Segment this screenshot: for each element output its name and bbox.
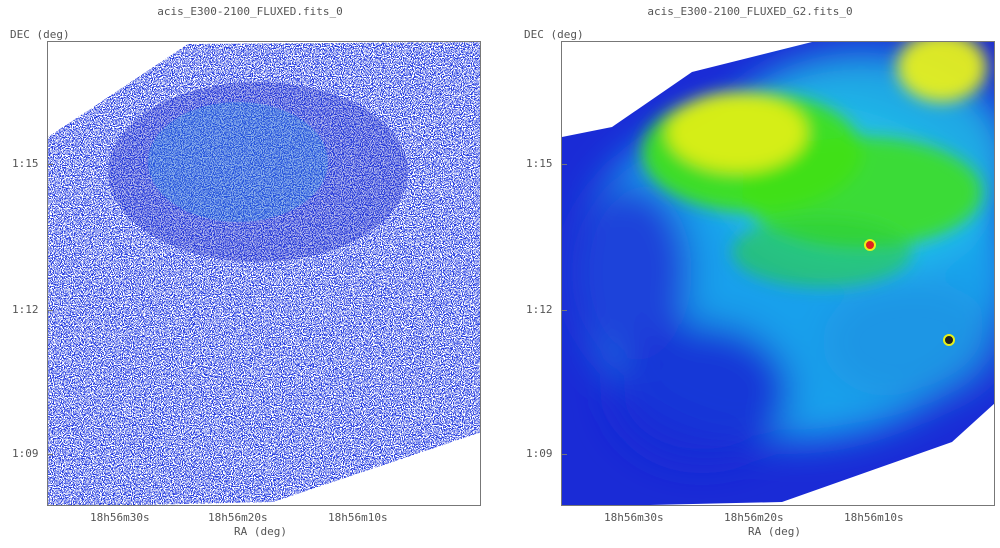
left-xtick-label: 18h56m30s: [90, 511, 150, 524]
left-ytick-label: 1:15: [12, 157, 39, 170]
left-ytick-mark-3: [47, 454, 53, 455]
left-image-panel: acis_E300-2100_FLUXED.fits_0 DEC (deg): [10, 5, 481, 538]
left-ytick-label: 1:12: [12, 303, 39, 316]
right-image-panel: acis_E300-2100_FLUXED_G2.fits_0 DEC (deg…: [500, 0, 1000, 548]
left-raw-counts-image: [48, 42, 480, 505]
right-ytick-label: 1:12: [526, 303, 553, 316]
right-x-axis-label: RA (deg): [748, 525, 801, 538]
left-ytick-mark-2: [47, 310, 53, 311]
left-x-axis-label: RA (deg): [234, 525, 287, 538]
left-ytick-label: 1:09: [12, 447, 39, 460]
right-xtick-label: 18h56m10s: [844, 511, 904, 524]
right-ytick-label: 1:15: [526, 157, 553, 170]
point-source-marker: [864, 239, 876, 251]
point-source-marker: [943, 334, 955, 346]
left-xtick-label: 18h56m20s: [208, 511, 268, 524]
right-smoothed-image: [562, 42, 994, 505]
right-y-axis-label: DEC (deg): [524, 28, 584, 41]
right-panel-title: acis_E300-2100_FLUXED_G2.fits_0: [647, 5, 853, 18]
right-ytick-mark-3: [561, 454, 567, 455]
right-ytick-label: 1:09: [526, 447, 553, 460]
right-xtick-label: 18h56m20s: [724, 511, 784, 524]
left-panel-title: acis_E300-2100_FLUXED.fits_0: [157, 5, 343, 18]
right-ytick-mark-1: [561, 164, 567, 165]
right-xtick-label: 18h56m30s: [604, 511, 664, 524]
left-image-frame[interactable]: [47, 41, 481, 506]
left-y-axis-label: DEC (deg): [10, 28, 70, 41]
right-ytick-mark-2: [561, 310, 567, 311]
left-ytick-mark-1: [47, 164, 53, 165]
right-image-frame[interactable]: [561, 41, 995, 506]
left-xtick-label: 18h56m10s: [328, 511, 388, 524]
